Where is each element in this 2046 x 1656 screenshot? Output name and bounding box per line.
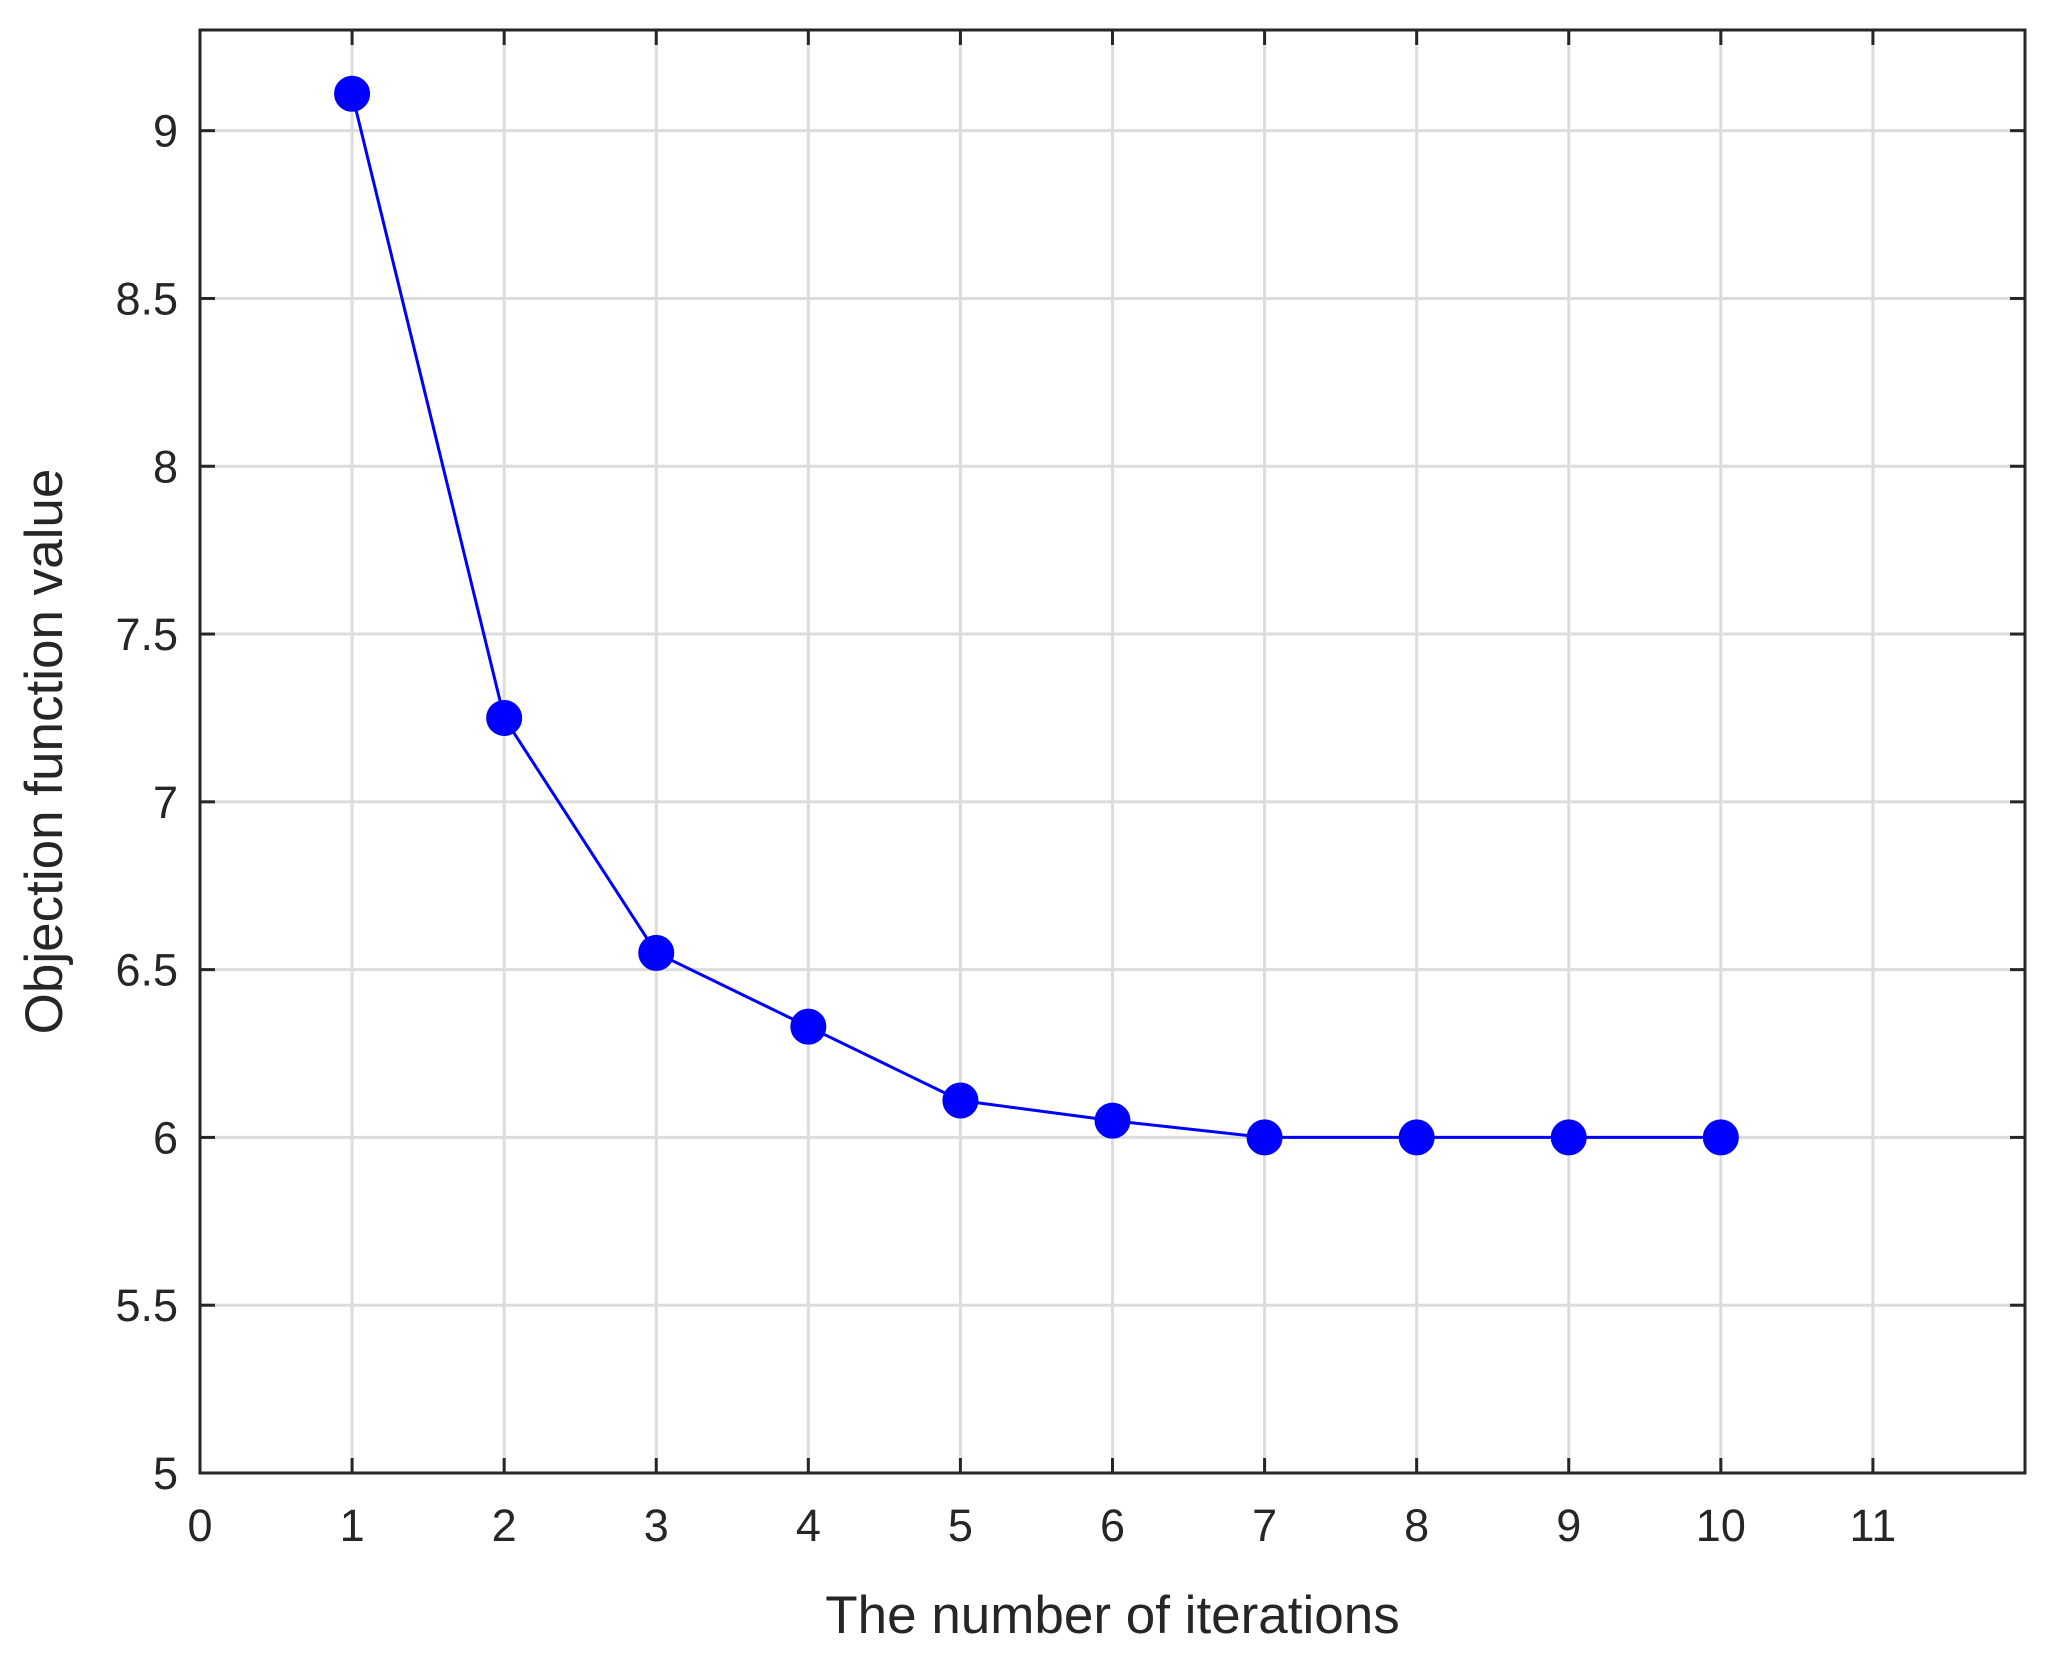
data-point: [1702, 1119, 1739, 1156]
x-tick-label: 8: [1404, 1500, 1429, 1551]
x-tick-label: 3: [644, 1500, 669, 1551]
data-point: [942, 1082, 979, 1119]
tick-labels: 0 1 2 3 4 5 6 7 8 9 10 11 5 5.5 6 6.5 7 7.5 8 8.5 9: [115, 106, 1896, 1551]
y-tick-label: 8: [153, 441, 178, 492]
y-tick-label: 6.5: [115, 945, 178, 996]
data-point: [334, 75, 371, 112]
axis-ticks: [198, 30, 2025, 1475]
y-tick-label: 7: [153, 777, 178, 828]
data-point: [1550, 1119, 1587, 1156]
x-tick-label: 2: [492, 1500, 517, 1551]
x-tick-label: 7: [1252, 1500, 1277, 1551]
y-tick-label: 8.5: [115, 273, 178, 324]
x-axis-label: The number of iterations: [825, 1586, 1399, 1645]
data-point: [1398, 1119, 1435, 1156]
x-tick-label: 4: [796, 1500, 821, 1551]
x-tick-label: 11: [1850, 1500, 1897, 1551]
data-point: [1094, 1102, 1131, 1139]
x-tick-label: 5: [948, 1500, 973, 1551]
y-tick-label: 5: [153, 1448, 178, 1499]
y-tick-label: 6: [153, 1112, 178, 1163]
data-point: [486, 699, 523, 736]
data-series: [334, 75, 1739, 1156]
data-point: [790, 1008, 827, 1045]
x-tick-label: 10: [1696, 1500, 1746, 1551]
y-tick-label: 7.5: [115, 609, 178, 660]
data-point: [1246, 1119, 1283, 1156]
x-tick-label: 9: [1556, 1500, 1581, 1551]
x-tick-label: 0: [187, 1500, 212, 1551]
x-tick-label: 1: [340, 1500, 365, 1551]
x-tick-label: 6: [1100, 1500, 1125, 1551]
data-point: [638, 934, 675, 971]
series-line: [350, 93, 1721, 1139]
y-tick-label: 5.5: [115, 1280, 178, 1331]
y-tick-label: 9: [153, 106, 178, 157]
y-axis-label: Objection function value: [15, 469, 74, 1035]
